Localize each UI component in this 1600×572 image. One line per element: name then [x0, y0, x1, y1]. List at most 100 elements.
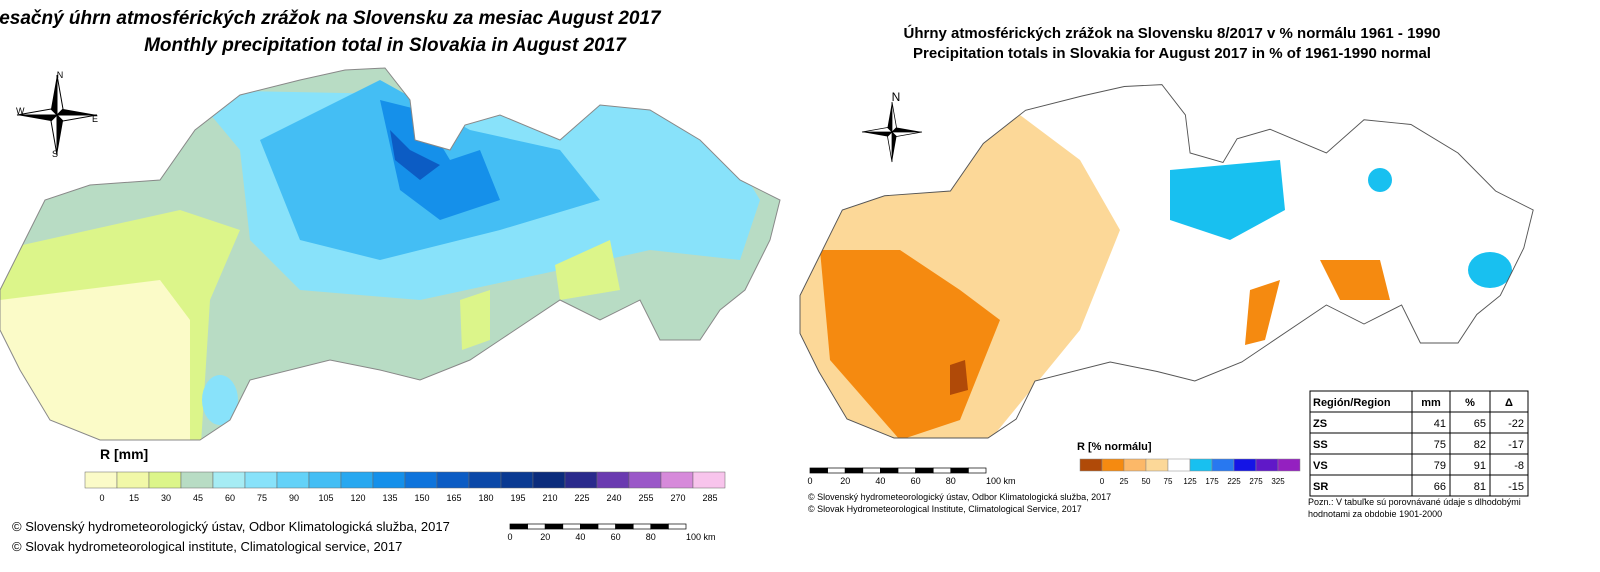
scale-bar: [844, 467, 864, 474]
scale-bar: [915, 467, 934, 474]
compass-label: N: [892, 90, 901, 104]
legend-label: 225: [1227, 477, 1241, 486]
legend-label: 50: [1142, 477, 1151, 486]
table-header: Δ: [1505, 397, 1513, 409]
scale-bar: [862, 467, 881, 474]
legend-swatch: [660, 471, 694, 489]
legend-title: R [% normálu]: [1077, 441, 1152, 453]
scale-bar: [809, 467, 828, 474]
scale-label: 40: [875, 476, 885, 486]
scale-bar: [897, 467, 916, 474]
table-value: -15: [1508, 481, 1524, 493]
scale-label: 0: [507, 532, 512, 542]
compass-label: S: [52, 149, 58, 159]
table-header: %: [1465, 397, 1475, 409]
legend-swatch: [372, 471, 406, 489]
table-cell: [1489, 474, 1529, 497]
legend-swatch: [1233, 458, 1257, 472]
table-value: SS: [1313, 439, 1328, 451]
legend-label: 285: [702, 493, 717, 503]
legend-label: 60: [225, 493, 235, 503]
compass-label: N: [57, 70, 64, 80]
legend-swatch: [692, 471, 726, 489]
table-value: SR: [1313, 481, 1328, 493]
compass-label: W: [16, 106, 25, 116]
table-value: -8: [1514, 460, 1524, 472]
note: hodnotami za obdobie 1901-2000: [1308, 509, 1442, 519]
table-value: 75: [1434, 439, 1446, 451]
legend-label: 75: [257, 493, 267, 503]
legend-swatch: [468, 471, 502, 489]
legend-swatch: [1101, 458, 1125, 472]
legend-swatch: [308, 471, 342, 489]
legend-label: 125: [1183, 477, 1197, 486]
scale-label: 100 km: [986, 476, 1016, 486]
legend-swatch: [180, 471, 214, 489]
scale-bar: [632, 523, 652, 530]
scale-bar: [597, 523, 616, 530]
legend-label: 165: [446, 493, 461, 503]
scale-bar: [544, 523, 564, 530]
table-value: 82: [1474, 439, 1486, 451]
scale-label: 100 km: [686, 532, 716, 542]
legend-swatch: [212, 471, 246, 489]
legend-label: 45: [193, 493, 203, 503]
legend-label: 0: [1100, 477, 1105, 486]
table-value: VS: [1313, 460, 1328, 472]
legend-label: 90: [289, 493, 299, 503]
scale-bar: [580, 523, 599, 530]
scale-bar: [509, 523, 528, 530]
compass: [16, 74, 98, 156]
precip-map: [0, 68, 780, 440]
legend-label: 135: [382, 493, 397, 503]
legend-swatch: [276, 471, 310, 489]
table-header: Región/Region: [1313, 397, 1391, 409]
scale-label: 20: [840, 476, 850, 486]
scale-label: 80: [646, 532, 656, 542]
table-header: mm: [1421, 397, 1441, 409]
legend-label: 0: [99, 493, 104, 503]
legend-swatch: [596, 471, 630, 489]
table-value: -22: [1508, 418, 1524, 430]
table-value: ZS: [1313, 418, 1327, 430]
legend-swatch: [1167, 458, 1191, 472]
table-value: 41: [1434, 418, 1446, 430]
scale-bar: [668, 523, 687, 530]
copyright: © Slovak Hydrometeorological Institute, …: [808, 504, 1082, 514]
title: Úhrny atmosférických zrážok na Slovensku…: [904, 24, 1441, 42]
legend-label: 15: [129, 493, 139, 503]
legend-swatch: [1189, 458, 1213, 472]
scale-bar: [527, 523, 546, 530]
scale-label: 40: [575, 532, 585, 542]
legend-label: 150: [414, 493, 429, 503]
table-value: 79: [1434, 460, 1446, 472]
title: Monthly precipitation total in Slovakia …: [144, 35, 627, 56]
legend-swatch: [436, 471, 470, 489]
copyright: © Slovenský hydrometeorologický ústav, O…: [808, 492, 1111, 502]
legend-swatch: [116, 471, 150, 489]
table-value: 81: [1474, 481, 1486, 493]
table-value: 66: [1434, 481, 1446, 493]
table-value: 65: [1474, 418, 1486, 430]
legend-label: 175: [1205, 477, 1219, 486]
table-value: 91: [1474, 460, 1486, 472]
legend-swatch: [1277, 458, 1301, 472]
copyright: © Slovak hydrometeorological institute, …: [12, 539, 402, 554]
copyright: © Slovenský hydrometeorologický ústav, O…: [12, 519, 450, 534]
scale-bar: [968, 467, 987, 474]
legend-swatch: [1123, 458, 1147, 472]
scale-label: 60: [611, 532, 621, 542]
legend-swatch: [564, 471, 598, 489]
scale-bar: [562, 523, 581, 530]
scale-bar: [615, 523, 634, 530]
legend-label: 105: [318, 493, 333, 503]
scale-label: 0: [807, 476, 812, 486]
legend-label: 255: [638, 493, 653, 503]
legend-swatch: [244, 471, 278, 489]
scale-label: 80: [946, 476, 956, 486]
scale-bar: [650, 523, 669, 530]
legend-label: 30: [161, 493, 171, 503]
legend-label: 270: [670, 493, 685, 503]
legend-label: 180: [478, 493, 493, 503]
scale-label: 20: [540, 532, 550, 542]
